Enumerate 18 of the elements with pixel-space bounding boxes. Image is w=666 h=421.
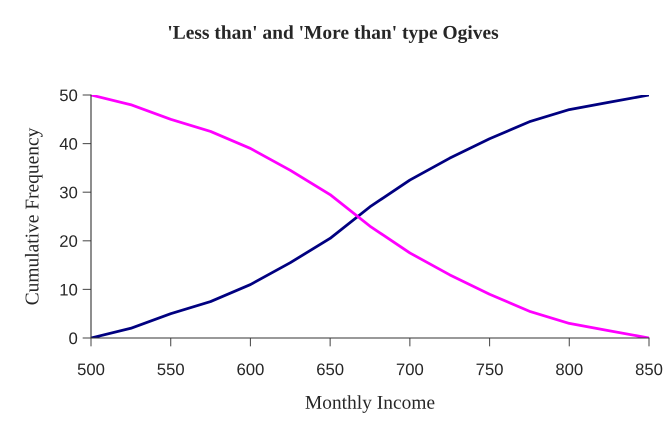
x-tick-label: 750 bbox=[476, 363, 503, 376]
chart-title: 'Less than' and 'More than' type Ogives bbox=[168, 25, 498, 44]
x-tick-label: 800 bbox=[556, 363, 583, 376]
x-tick-label: 650 bbox=[317, 363, 344, 376]
y-tick-label: 40 bbox=[60, 138, 78, 150]
y-tick-label: 30 bbox=[60, 186, 78, 198]
y-axis-title: Cumulative Frequency bbox=[24, 128, 43, 305]
y-tick-label: 10 bbox=[60, 284, 78, 296]
y-tick-label: 20 bbox=[60, 235, 78, 248]
line-series bbox=[91, 95, 649, 338]
y-tick-label: 0 bbox=[69, 332, 78, 344]
x-tick-label: 500 bbox=[78, 363, 104, 376]
y-tick-label: 50 bbox=[60, 89, 78, 102]
x-tick-label: 850 bbox=[636, 363, 662, 376]
x-axis-title: Monthly Income bbox=[305, 395, 434, 413]
x-tick-label: 550 bbox=[157, 363, 184, 376]
x-tick-label: 600 bbox=[237, 363, 264, 376]
x-tick-label: 700 bbox=[396, 363, 424, 376]
